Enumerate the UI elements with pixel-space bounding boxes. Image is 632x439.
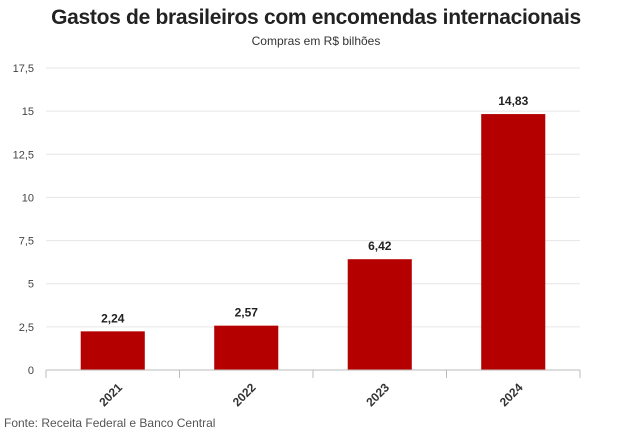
y-tick-label: 17,5 — [13, 63, 34, 75]
bar-2024 — [481, 114, 546, 370]
value-label-2024: 14,83 — [498, 94, 528, 108]
chart-title: Gastos de brasileiros com encomendas int… — [51, 6, 581, 29]
x-tick-label-2023: 2023 — [363, 380, 392, 409]
x-tick-label-2024: 2024 — [497, 380, 526, 409]
x-tick-label-2021: 2021 — [96, 380, 125, 409]
y-axis-ticks: 0 2,5 5 7,5 10 12,5 15 17,5 — [13, 63, 34, 377]
y-tick-label: 0 — [28, 365, 34, 377]
value-label-2021: 2,24 — [101, 311, 125, 325]
value-label-2022: 2,57 — [235, 306, 259, 320]
x-axis — [45, 369, 581, 378]
y-tick-label: 7,5 — [19, 236, 34, 248]
y-tick-label: 15 — [22, 106, 34, 118]
bar-2021 — [80, 331, 145, 370]
y-tick-label: 12,5 — [13, 149, 34, 161]
y-tick-label: 5 — [28, 279, 34, 291]
x-axis-ticks: 2021 2022 2023 2024 — [96, 380, 526, 409]
y-tick-label: 10 — [22, 192, 34, 204]
value-label-2023: 6,42 — [368, 239, 392, 253]
bar-2023 — [347, 259, 412, 370]
source-note: Fonte: Receita Federal e Banco Central — [4, 416, 216, 430]
bars — [80, 114, 546, 370]
x-tick-label-2022: 2022 — [230, 380, 259, 409]
bar-2022 — [214, 325, 279, 370]
value-labels: 2,24 2,57 6,42 14,83 — [101, 94, 529, 325]
y-tick-label: 2,5 — [19, 322, 34, 334]
chart-subtitle: Compras em R$ bilhões — [251, 34, 381, 48]
